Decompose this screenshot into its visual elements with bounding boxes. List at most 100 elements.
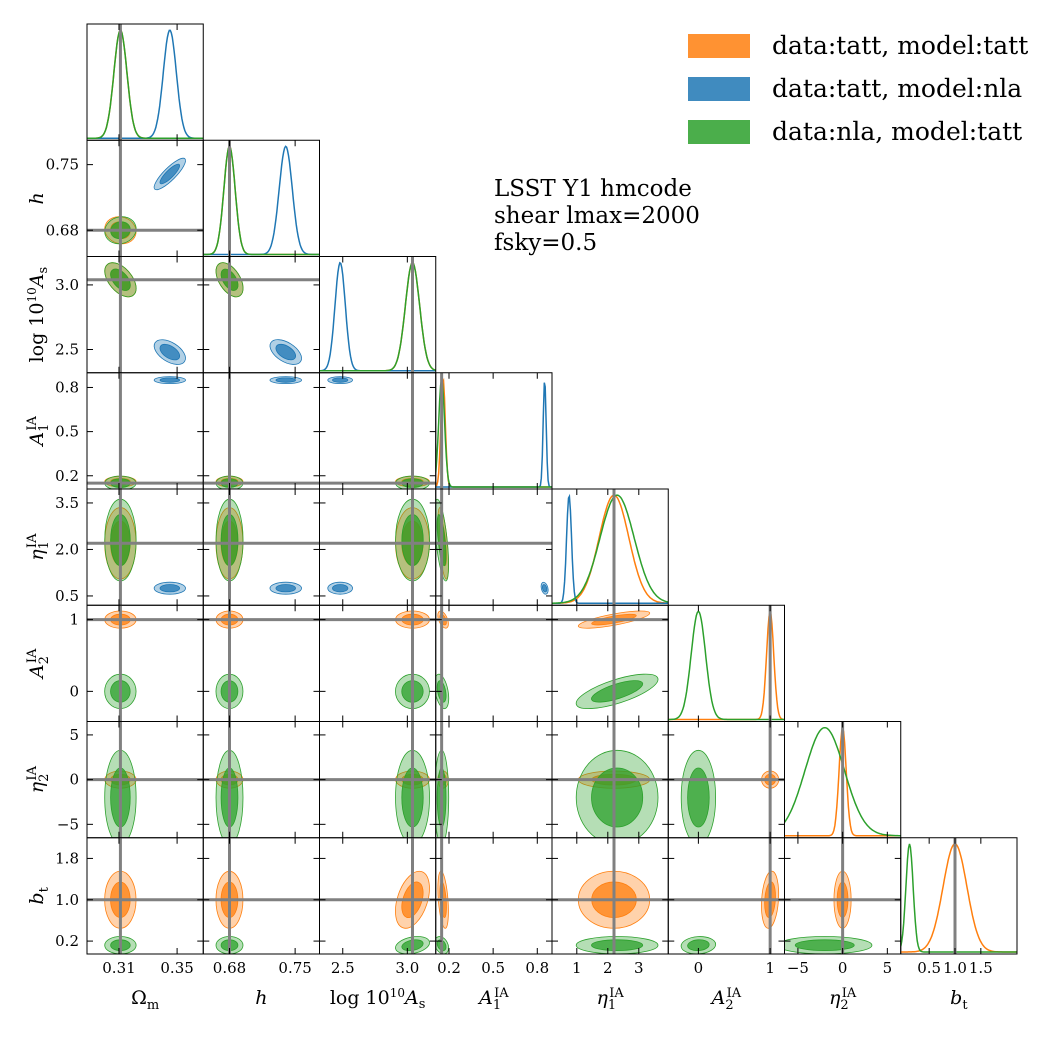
xtick-label-bt-0: 0.5 (917, 959, 941, 977)
panel-bt-a1: 0.2 0.5 0.8 (435, 837, 553, 977)
legend-label-1: data:tatt, model:nla (772, 74, 1022, 103)
panel-eta2-eta1 (551, 721, 669, 839)
ytick-label-h-0: 0.68 (46, 221, 79, 239)
contour-eta2-eta1-series-2-level-1 (591, 767, 644, 828)
legend-swatch-2 (688, 120, 750, 144)
panel-a1-om: 0.2 0.5 0.8 (55, 372, 204, 490)
ytick-label-a1-2: 0.8 (55, 378, 79, 396)
panel-a2-a2 (667, 604, 785, 722)
ylabel-eta1: η1IA (25, 533, 52, 561)
xtick-label-bt-1: 1.0 (943, 959, 967, 977)
marginal-eta1-series-1 (552, 493, 669, 605)
marginal-a2-series-0 (668, 608, 785, 721)
x-axis-labels: Ωm h log 1010As A1IA η1IA A2IA η2IA bt (131, 986, 968, 1013)
panel-frame-3-2 (319, 372, 437, 490)
ylabel-bt: bt (26, 886, 52, 904)
ytick-label-eta2-0: −5 (57, 815, 79, 833)
xtick-label-eta1-2: 3 (634, 959, 644, 977)
panel-eta2-om: −5 0 5 (57, 721, 204, 839)
panel-a2-a1 (435, 604, 553, 722)
xlabel-a1: A1IA (477, 986, 509, 1013)
ytick-label-eta2-1: 0 (69, 771, 79, 789)
panel-eta1-a1 (435, 488, 553, 606)
legend-swatch-1 (688, 77, 750, 101)
ytick-label-eta1-1: 2.0 (55, 540, 79, 558)
panel-a2-eta1 (551, 604, 669, 722)
xlabel-eta2: η2IA (829, 986, 857, 1013)
legend-swatch-0 (688, 34, 750, 58)
xtick-label-a1-0: 0.2 (437, 959, 461, 977)
xtick-label-h-0: 0.68 (213, 959, 246, 977)
legend-label-2: data:nla, model:tatt (772, 117, 1022, 146)
panel-bt-as: 2.5 3.0 (319, 837, 437, 977)
panel-frame-5-5 (667, 604, 785, 722)
panel-frame-2-0 (86, 256, 204, 374)
contour-eta1-om-series-1-level-1 (159, 584, 181, 593)
panel-a2-om: 01 (69, 604, 204, 722)
legend: data:tatt, model:tatt data:tatt, model:nl… (688, 31, 1028, 146)
xtick-label-om-0: 0.31 (102, 959, 135, 977)
ylabel-a1: A1IA (25, 415, 52, 447)
panel-frame-1-0 (86, 139, 204, 257)
ytick-label-a2-1: 1 (69, 611, 79, 629)
ytick-label-eta1-2: 3.5 (55, 494, 79, 512)
marginal-a2-series-2 (668, 610, 785, 721)
marginal-om-series-0 (87, 29, 204, 140)
marginal-eta1-series-0 (552, 494, 669, 604)
info-line-1: shear lmax=2000 (494, 203, 700, 229)
marginal-om-series-1 (87, 29, 204, 140)
panel-a1-h (202, 372, 320, 490)
contour-eta1-a1-series-1-level-1 (541, 584, 548, 593)
xtick-label-a2-1: 1 (765, 959, 775, 977)
panel-a2-as (319, 604, 437, 722)
marginal-a1-series-0 (435, 377, 552, 488)
ytick-label-as-0: 2.5 (55, 341, 79, 359)
panel-h-om: 0.68 0.75 (46, 139, 204, 257)
legend-label-0: data:tatt, model:tatt (772, 31, 1028, 60)
xtick-label-eta1-0: 1 (572, 959, 582, 977)
contour-eta1-h-series-1-level-1 (275, 584, 296, 593)
ylabel-h: h (26, 192, 48, 204)
marginal-as-series-2 (319, 261, 436, 372)
panel-bt-eta2: −5 0 5 (784, 837, 902, 977)
contour-a1-as-series-1-level-1 (332, 377, 349, 383)
marginal-as-series-1 (319, 261, 436, 372)
panel-h-h (202, 139, 320, 257)
panel-eta1-om: 0.5 2.0 3.5 (55, 488, 204, 606)
marginal-a1-series-2 (435, 378, 552, 488)
panel-frame-7-7 (900, 837, 1018, 955)
contour-eta2-a2-series-2-level-1 (687, 767, 710, 828)
xlabel-eta1: η1IA (597, 986, 625, 1013)
xtick-label-om-1: 0.35 (160, 959, 193, 977)
panel-as-om: 2.5 3.0 (55, 256, 204, 374)
info-line-0: LSST Y1 hmcode (494, 176, 692, 202)
contour-a1-om-series-1-level-1 (159, 377, 181, 383)
ytick-label-eta2-2: 5 (69, 726, 79, 744)
panel-eta2-as (319, 721, 437, 839)
panel-bt-eta1: 1 2 3 (551, 837, 669, 977)
panel-a1-a1 (435, 372, 553, 490)
contour-as-h-series-1-level-1 (275, 343, 297, 361)
contour-as-om-series-1-level-1 (159, 343, 181, 361)
xtick-label-a1-2: 0.8 (525, 959, 549, 977)
panel-frame-5-3 (435, 604, 553, 722)
xtick-label-eta2-0: −5 (787, 959, 809, 977)
panel-frame-5-0 (86, 604, 204, 722)
xtick-label-h-1: 0.75 (278, 959, 311, 977)
ylabel-a2: A2IA (25, 648, 52, 680)
panel-eta2-eta2 (784, 721, 902, 839)
panel-frame-3-0 (86, 372, 204, 490)
ytick-label-as-1: 3.0 (55, 276, 79, 294)
marginal-h-series-1 (203, 145, 320, 256)
marginal-bt-series-2 (900, 843, 1017, 953)
panel-frame-3-3 (435, 372, 553, 490)
contour-h-om-series-1-level-1 (159, 163, 181, 185)
ytick-label-bt-1: 1.0 (55, 891, 79, 909)
ytick-label-a1-0: 0.2 (55, 467, 79, 485)
panel-frame-3-1 (202, 372, 320, 490)
panel-eta2-h (202, 721, 320, 839)
panel-eta1-as (319, 488, 437, 606)
marginal-h-series-0 (203, 145, 320, 256)
contour-bt-eta2-series-2-level-1 (794, 939, 855, 952)
